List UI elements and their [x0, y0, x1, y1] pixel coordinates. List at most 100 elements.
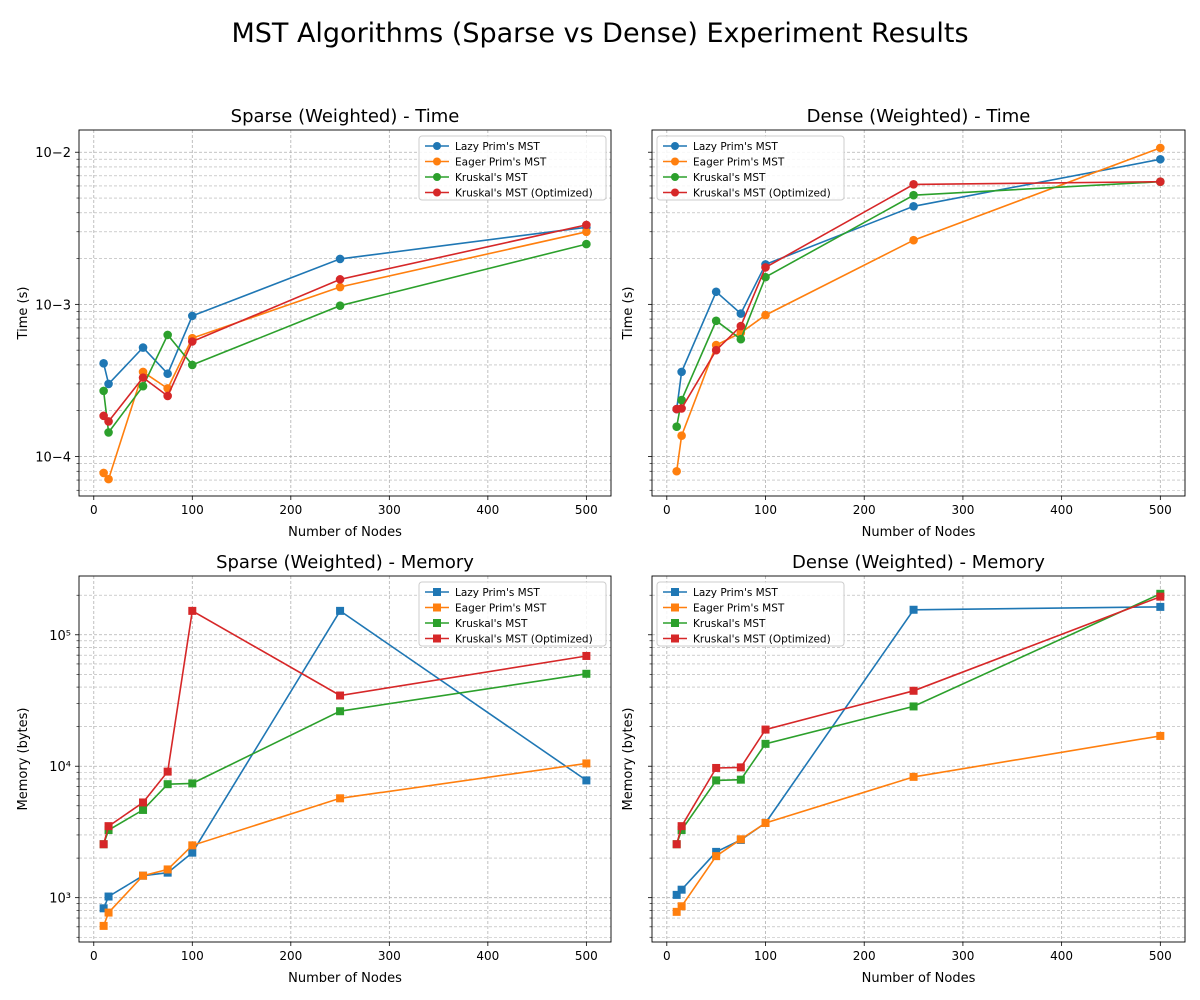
axes-frame — [651, 575, 1186, 943]
data-point-kruskal-s-mst — [736, 775, 745, 784]
data-point-eager-prim-s-mst — [1156, 731, 1165, 740]
legend-label: Kruskal's MST (Optimized) — [693, 188, 831, 200]
y-tick-label: 10−4 — [35, 451, 71, 466]
data-point-kruskal-s-mst-optimized — [139, 798, 148, 807]
legend-label: Kruskal's MST (Optimized) — [455, 188, 593, 200]
data-point-kruskal-s-mst — [909, 190, 918, 200]
data-point-kruskal-s-mst-optimized — [138, 373, 148, 382]
legend-marker-eager-prim-s-mst — [433, 157, 441, 166]
data-point-lazy-prim-s-mst — [1156, 602, 1165, 611]
x-tick-label: 400 — [1050, 949, 1073, 963]
x-axis-label: Number of Nodes — [862, 971, 976, 986]
x-axis-label: Number of Nodes — [288, 525, 402, 540]
y-axis-label: Memory (bytes) — [16, 708, 31, 811]
data-point-kruskal-s-mst-optimized — [736, 321, 746, 331]
data-point-lazy-prim-s-mst — [104, 892, 113, 901]
legend-label: Eager Prim's MST — [455, 157, 547, 169]
data-point-eager-prim-s-mst — [712, 852, 721, 861]
data-point-kruskal-s-mst — [736, 334, 746, 344]
figure-title: MST Algorithms (Sparse vs Dense) Experim… — [231, 18, 968, 49]
data-point-kruskal-s-mst-optimized — [582, 220, 591, 230]
x-tick-label: 0 — [663, 949, 671, 963]
data-point-lazy-prim-s-mst — [677, 367, 686, 377]
y-tick-label: 10⁴ — [49, 760, 71, 775]
chart-panel-sparse-weighted-time: 0 100 200 300 400 500 10−4 10−3 10−2 Sparse (Weig… — [16, 106, 612, 540]
data-point-kruskal-s-mst — [677, 395, 686, 405]
x-tick-label: 300 — [378, 949, 401, 963]
data-point-lazy-prim-s-mst — [335, 254, 345, 264]
legend: Lazy Prim's MST Eager Prim's MST Kruskal's… — [656, 581, 845, 647]
legend-label: Kruskal's MST (Optimized) — [455, 634, 593, 646]
legend-box — [418, 135, 607, 201]
data-point-lazy-prim-s-mst — [672, 890, 681, 899]
data-point-eager-prim-s-mst — [736, 835, 745, 844]
data-point-kruskal-s-mst-optimized — [582, 651, 591, 660]
data-point-eager-prim-s-mst — [99, 921, 108, 930]
data-point-kruskal-s-mst-optimized — [104, 417, 113, 426]
data-point-lazy-prim-s-mst — [909, 605, 918, 614]
data-point-kruskal-s-mst — [139, 805, 148, 814]
x-tick-label: 300 — [951, 949, 974, 963]
legend-box — [656, 135, 845, 201]
data-point-eager-prim-s-mst — [335, 282, 345, 292]
x-tick-label: 100 — [754, 503, 777, 517]
data-point-eager-prim-s-mst — [761, 310, 770, 320]
data-point-kruskal-s-mst-optimized — [99, 411, 108, 421]
data-point-lazy-prim-s-mst — [99, 358, 108, 368]
chart-title: Dense (Weighted) - Memory — [792, 552, 1045, 573]
x-axis-label: Number of Nodes — [288, 971, 402, 986]
x-tick-label: 500 — [1149, 503, 1172, 517]
axes-frame — [78, 575, 612, 943]
data-point-eager-prim-s-mst — [99, 468, 108, 478]
legend-marker-eager-prim-s-mst — [671, 603, 679, 612]
data-point-lazy-prim-s-mst — [104, 379, 113, 389]
data-point-lazy-prim-s-mst — [336, 606, 345, 615]
x-tick-label: 200 — [853, 949, 876, 963]
data-point-kruskal-s-mst-optimized — [1156, 592, 1165, 601]
data-point-lazy-prim-s-mst — [138, 343, 148, 352]
legend: Lazy Prim's MST Eager Prim's MST Kruskal's… — [418, 581, 607, 647]
x-tick-label: 100 — [754, 949, 777, 963]
data-point-lazy-prim-s-mst — [712, 847, 721, 856]
x-tick-label: 300 — [951, 503, 974, 517]
data-point-kruskal-s-mst — [761, 272, 770, 282]
axes-frame — [651, 129, 1186, 497]
data-point-eager-prim-s-mst — [761, 818, 770, 827]
legend-marker-kruskal-s-mst — [433, 619, 441, 627]
legend-marker-kruskal-s-mst-optimized — [433, 634, 441, 643]
y-axis-label: Time (s) — [621, 287, 636, 341]
legend-box — [656, 581, 845, 647]
legend-marker-kruskal-s-mst-optimized — [433, 188, 441, 197]
x-tick-label: 500 — [1149, 949, 1172, 963]
data-point-kruskal-s-mst — [163, 780, 172, 789]
data-point-kruskal-s-mst — [336, 707, 345, 716]
x-tick-label: 100 — [181, 503, 204, 517]
x-tick-label: 500 — [575, 503, 598, 517]
data-point-kruskal-s-mst-optimized — [736, 763, 745, 772]
plot-area — [672, 143, 1165, 476]
data-point-eager-prim-s-mst — [582, 227, 591, 237]
legend-label: Lazy Prim's MST — [693, 141, 778, 153]
legend-label: Eager Prim's MST — [693, 603, 785, 615]
legend-label: Kruskal's MST — [693, 172, 766, 184]
data-point-eager-prim-s-mst — [188, 841, 197, 850]
x-tick-label: 500 — [575, 949, 598, 963]
data-point-kruskal-s-mst-optimized — [1156, 177, 1165, 187]
data-point-kruskal-s-mst — [163, 330, 172, 340]
data-point-eager-prim-s-mst — [1156, 143, 1165, 153]
data-point-eager-prim-s-mst — [104, 908, 113, 917]
x-tick-label: 200 — [853, 503, 876, 517]
chart-panels: 0 100 200 300 400 500 10−4 10−3 10−2 Sparse (Weig… — [16, 106, 1186, 986]
data-point-kruskal-s-mst — [761, 739, 770, 748]
y-tick-label: 10−3 — [35, 298, 71, 313]
data-point-kruskal-s-mst-optimized — [677, 404, 686, 413]
data-point-eager-prim-s-mst — [909, 235, 918, 245]
data-point-lazy-prim-s-mst — [1156, 154, 1165, 164]
data-point-lazy-prim-s-mst — [188, 848, 197, 857]
legend-label: Kruskal's MST — [455, 172, 528, 184]
data-point-kruskal-s-mst-optimized — [677, 822, 686, 831]
data-point-kruskal-s-mst-optimized — [187, 337, 197, 346]
legend-marker-lazy-prim-s-mst — [671, 142, 679, 150]
legend: Lazy Prim's MST Eager Prim's MST Kruskal's… — [656, 135, 845, 201]
